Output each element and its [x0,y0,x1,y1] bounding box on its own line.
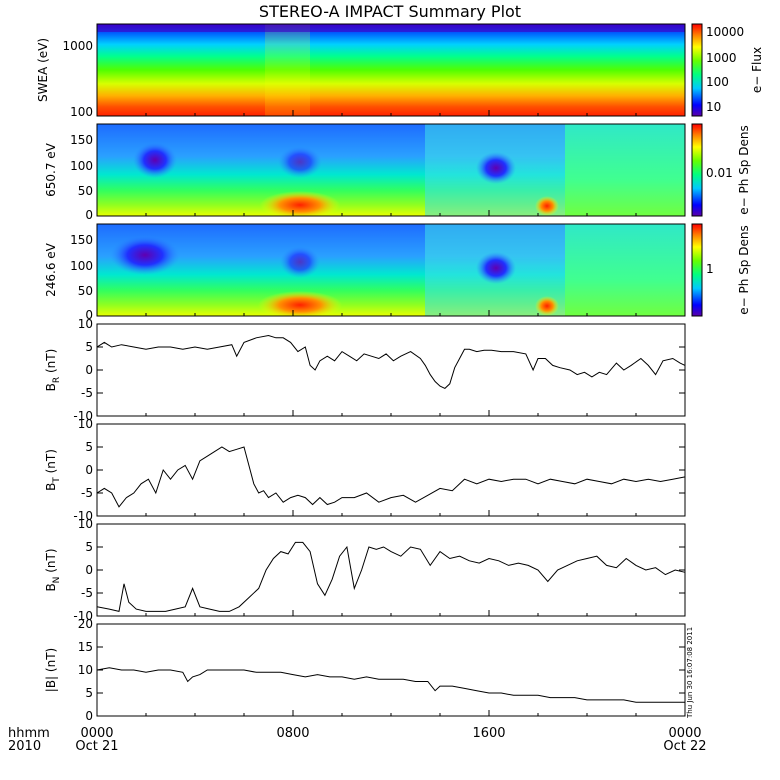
date-end: Oct 22 [663,739,706,754]
swea-ylabel: SWEA (eV) [36,38,50,102]
br-trace [96,334,686,389]
pad-246-panel: 246.6 eV 150 100 50 0 1 e− Ph Sp Dens [44,223,751,322]
swea-cbar-tick-100: 100 [706,75,729,89]
swea-ytick-100: 100 [70,105,93,119]
swea-cbar-tick-1000: 1000 [706,51,737,65]
year-label: 2010 [8,739,41,754]
bn-ytick-label: 10 [78,517,93,531]
time-axis: hhmm 2010 0000 0800 1600 0000 Oct 21 Oct… [8,627,707,754]
swea-cbar-tick-10000: 10000 [706,25,744,39]
pad-246-ytick-150: 150 [70,233,93,247]
br-ytick-label: -5 [81,386,93,400]
bt-ytick-label: 10 [78,417,93,431]
pad-650-cbar-tick: 0.01 [706,166,733,180]
pad-246-ylabel: 246.6 eV [44,242,58,297]
swea-cbar-tick-10: 10 [706,100,721,114]
bmag-ytick-label: 20 [78,617,93,631]
br-ytick-label: 5 [85,340,93,354]
bt-ytick-label: 0 [85,463,93,477]
bn-ytick-label: 0 [85,563,93,577]
bn-ytick-label: -10 [73,609,93,623]
pad-246-cbar-label: e− Ph Sp Dens [737,225,751,314]
xtick-0000-start: 0000 [80,726,113,741]
swea-colorbar [691,23,703,117]
xtick-1600: 1600 [472,726,505,741]
date-start: Oct 21 [75,739,118,754]
bn-ytick-label: -5 [81,586,93,600]
bmag-ytick-label: 15 [78,640,93,654]
swea-cbar-label: e− Flux [750,47,764,93]
pad-650-panel: 650.7 eV 150 100 50 0 0.01 e− Ph Sp Dens [44,123,751,222]
bmag-trace [96,667,685,703]
bn-trace [96,541,686,613]
pad-650-ytick-100: 100 [70,159,93,173]
bn-panel: 10 5 0 -5 -10 BN (nT) [44,517,686,623]
br-ytick-label: -10 [73,409,93,423]
pad-650-ylabel: 650.7 eV [44,142,58,197]
bmag-ytick-label: 0 [85,709,93,723]
br-panel: 10 5 0 -5 -10 BR (nT) [44,317,686,423]
xtick-0800: 0800 [276,726,309,741]
plot-title: STEREO-A IMPACT Summary Plot [259,2,521,21]
bn-ylabel: BN (nT) [44,548,62,591]
pad-650-ytick-0: 0 [85,208,93,222]
br-ytick-label: 0 [85,363,93,377]
bt-panel: 10 5 0 -5 -10 BT (nT) [44,417,686,523]
swea-spectrogram-image [97,24,685,116]
bmag-ytick-label: 5 [85,686,93,700]
pad-650-ytick-150: 150 [70,133,93,147]
swea-ytick-1000: 1000 [62,39,93,53]
creation-timestamp: Thu Jun 30 16:07:08 2011 [686,627,694,719]
bmag-ylabel: |B| (nT) [44,648,58,692]
pad-650-colorbar [691,123,703,217]
xtick-0000-end: 0000 [668,726,701,741]
hhmm-label: hhmm [8,726,50,741]
bt-ytick-label: -10 [73,509,93,523]
pad-650-cbar-label: e− Ph Sp Dens [737,125,751,214]
pad-246-ytick-0: 0 [85,308,93,322]
bn-ytick-label: 5 [85,540,93,554]
bmag-ytick-label: 10 [78,663,93,677]
swea-spectrogram-panel: SWEA (eV) 1000 100 10000 1000 100 10 e− … [36,23,764,119]
pad-246-colorbar [691,223,703,317]
bt-ylabel: BT (nT) [44,449,62,491]
pad-246-ytick-50: 50 [78,284,93,298]
bmag-panel: 20 15 10 5 0 |B| (nT) [44,617,686,723]
pad-650-ytick-50: 50 [78,184,93,198]
bt-ytick-label: 5 [85,440,93,454]
pad-246-ytick-100: 100 [70,259,93,273]
br-ylabel: BR (nT) [44,349,62,392]
bt-ytick-label: -5 [81,486,93,500]
bt-trace [96,446,686,508]
pad-246-cbar-tick: 1 [706,262,714,276]
br-ytick-label: 10 [78,317,93,331]
bn-frame [96,523,686,617]
bmag-frame [96,623,686,717]
bt-frame [96,423,686,517]
br-frame [96,323,686,417]
